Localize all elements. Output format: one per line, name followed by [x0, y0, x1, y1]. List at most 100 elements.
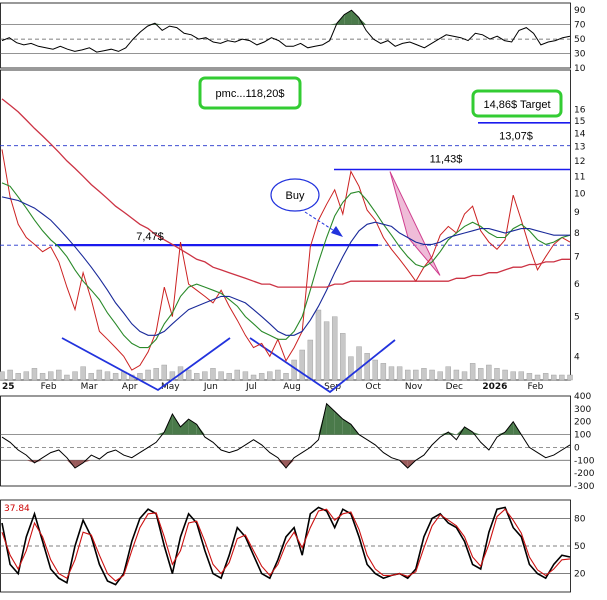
cci-tick-label: 0 [574, 443, 580, 453]
x-axis-label: Mar [81, 382, 98, 392]
volume-bar [518, 371, 525, 381]
stoch-k-line [1, 506, 571, 586]
ma-medium-line [1, 196, 570, 336]
cci-positive-fill [496, 432, 506, 435]
stoch-tick-label: 20 [574, 570, 586, 580]
cci-tick-label: -200 [574, 469, 595, 479]
volume-bar [218, 371, 224, 381]
rsi-tick-label: 10 [574, 64, 586, 74]
price-tick-label: 7 [574, 253, 580, 263]
price-tick-label: 14 [574, 129, 586, 139]
price-tick-label: 4 [574, 352, 580, 362]
volume-bar [323, 321, 330, 381]
price-tick-label: 6 [574, 280, 580, 290]
level-11-43-label: 11,43$ [430, 154, 463, 166]
rsi-panel-frame [0, 2, 571, 69]
volume-bar [502, 369, 508, 381]
price-tick-label: 9 [574, 208, 580, 218]
volume-bar [453, 369, 460, 381]
volume-bar [250, 374, 257, 381]
volume-bar [185, 369, 192, 381]
cci-positive-fill [464, 426, 473, 435]
volume-bar [72, 371, 78, 381]
volume-bar [39, 373, 46, 381]
cci-tick-label: 100 [574, 431, 591, 441]
stoch-d-line [1, 508, 571, 582]
price-tick-label: 16 [574, 106, 586, 116]
volume-bar [194, 373, 200, 381]
volume-bar [64, 374, 70, 381]
price-tick-label: 11 [574, 172, 585, 182]
volume-bar [315, 309, 322, 381]
target-label: 14,86$ Target [483, 99, 550, 111]
buy-arrow-line [304, 211, 337, 233]
cci-positive-fill [180, 419, 189, 435]
volume-bar [380, 363, 387, 381]
volume-bar [15, 373, 21, 381]
volume-bar [299, 349, 305, 381]
target-box [471, 89, 563, 118]
x-axis-label: Feb [41, 382, 57, 392]
cci-line [1, 402, 571, 469]
x-axis-label: May [161, 382, 180, 392]
pmc-label: pmc...118,20$ [216, 88, 285, 100]
cci-tick-label: 200 [574, 418, 591, 428]
volume-bar [437, 371, 443, 381]
volume-bar [80, 366, 86, 381]
volume-bar [47, 371, 54, 381]
rsi-tick-label: 30 [574, 50, 586, 60]
x-axis-label: Apr [122, 382, 138, 392]
buy-ellipse [270, 178, 320, 212]
cci-positive-fill [172, 414, 181, 435]
volume-bar [510, 371, 516, 381]
volume-bar [405, 369, 411, 381]
rsi-tick-label: 70 [574, 21, 586, 31]
cci-tick-label: 300 [574, 405, 591, 415]
volume-bar [234, 369, 241, 381]
x-axis-label: Nov [405, 382, 423, 392]
volume-bar [96, 369, 103, 381]
price-tick-label: 5 [574, 313, 580, 323]
price-tick-label: 10 [574, 189, 586, 199]
x-axis-label: Feb [527, 382, 543, 392]
rsi-overbought-fill [154, 23, 163, 25]
volume-bar [551, 374, 557, 381]
volume-bar [267, 371, 273, 381]
stoch-value-label: 37.84 [4, 504, 30, 514]
volume-bar [307, 339, 314, 381]
x-axis-label: 2026 [482, 382, 507, 392]
cci-positive-fill [456, 426, 465, 435]
volume-bar [372, 359, 378, 381]
volume-bar [202, 371, 208, 381]
price-tick-label: 8 [574, 229, 580, 239]
ma-short-line [1, 182, 571, 349]
volume-bar [356, 346, 362, 381]
ma-long-line [1, 98, 570, 288]
price-tick-label: 15 [574, 117, 585, 127]
cci-negative-fill [75, 460, 84, 468]
volume-bar [0, 371, 5, 381]
volume-bar [486, 364, 492, 381]
volume-bar [31, 368, 38, 381]
x-axis-label: Dec [446, 382, 463, 392]
volume-bar [340, 333, 346, 381]
volume-bar [210, 368, 216, 381]
price-tick-label: 12 [574, 157, 585, 167]
volume-bar [153, 368, 159, 381]
rsi-overbought-fill [351, 10, 359, 25]
rsi-overbought-fill [358, 17, 367, 25]
volume-bar [258, 373, 265, 381]
cci-tick-label: 400 [574, 392, 591, 402]
volume-bar [494, 368, 500, 381]
volume-bar [542, 373, 549, 381]
volume-bar [364, 353, 370, 381]
volume-bar [242, 371, 249, 381]
volume-bar [7, 369, 13, 381]
rsi-tick-label: 50 [574, 35, 586, 45]
volume-bar [226, 373, 232, 381]
volume-bar [88, 373, 94, 381]
buy-arrow-head [331, 226, 343, 237]
x-axis-label: Jul [245, 382, 257, 392]
volume-bar [145, 369, 151, 381]
